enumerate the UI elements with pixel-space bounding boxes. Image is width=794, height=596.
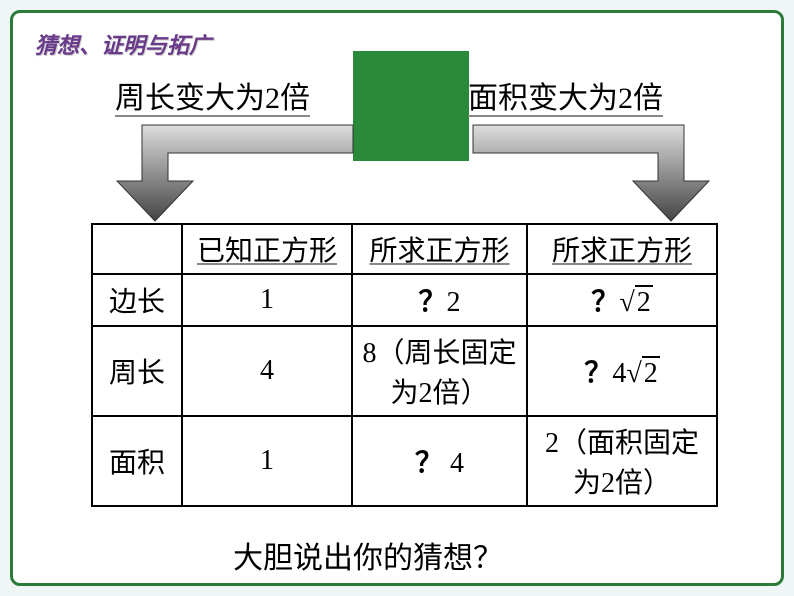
table-row-side: 边长 1 ？2 ？√2 (92, 274, 717, 326)
area-double-label: 面积变大为2倍 (468, 73, 663, 117)
q-mark: ？ (418, 287, 446, 318)
val: 4 (450, 448, 464, 479)
bottom-question: 大胆说出你的猜想？ (233, 533, 503, 577)
comparison-table: 已知正方形 所求正方形 所求正方形 边长 1 ？2 ？√2 周长 4 8（周长固… (91, 223, 718, 507)
cell-perim-req2: ？4√2 (527, 326, 717, 416)
arrow-left-icon (113, 113, 373, 233)
area-double-text: 面积变大为2倍 (468, 82, 663, 117)
table-header-empty (92, 224, 182, 274)
cell-side-known: 1 (182, 274, 352, 326)
table-header-row: 已知正方形 所求正方形 所求正方形 (92, 224, 717, 274)
cell-area-known: 1 (182, 416, 352, 506)
sqrt2b: √2 (626, 358, 659, 390)
q-mark: ？ (584, 358, 612, 389)
q-mark: ？ (591, 287, 619, 318)
cell-side-req1: ？2 (352, 274, 527, 326)
cell-perim-known: 4 (182, 326, 352, 416)
cell-area-req1: ？ 4 (352, 416, 527, 506)
row-label-area: 面积 (92, 416, 182, 506)
cell-side-req2: ？√2 (527, 274, 717, 326)
row-label-side: 边长 (92, 274, 182, 326)
perimeter-double-label: 周长变大为2倍 (115, 73, 310, 117)
table-header-req2: 所求正方形 (527, 224, 717, 274)
slide-frame: 猜想、证明与拓广 周长变大为2倍 面积变大为2倍 已知正方形 所 (10, 10, 784, 586)
row-label-perimeter: 周长 (92, 326, 182, 416)
perimeter-double-text: 周长变大为2倍 (115, 82, 310, 117)
table-row-perimeter: 周长 4 8（周长固定为2倍） ？4√2 (92, 326, 717, 416)
sqrt2: √2 (619, 287, 652, 319)
cell-area-req2: 2（面积固定为2倍） (527, 416, 717, 506)
arrow-right-icon (463, 113, 723, 233)
table-row-area: 面积 1 ？ 4 2（面积固定为2倍） (92, 416, 717, 506)
cell-perim-req1: 8（周长固定为2倍） (352, 326, 527, 416)
table-header-known: 已知正方形 (182, 224, 352, 274)
page-title: 猜想、证明与拓广 (35, 28, 211, 60)
q-mark: ？ (415, 448, 443, 479)
pre: 4 (612, 358, 626, 389)
val: 2 (447, 287, 461, 318)
table-header-req1: 所求正方形 (352, 224, 527, 274)
